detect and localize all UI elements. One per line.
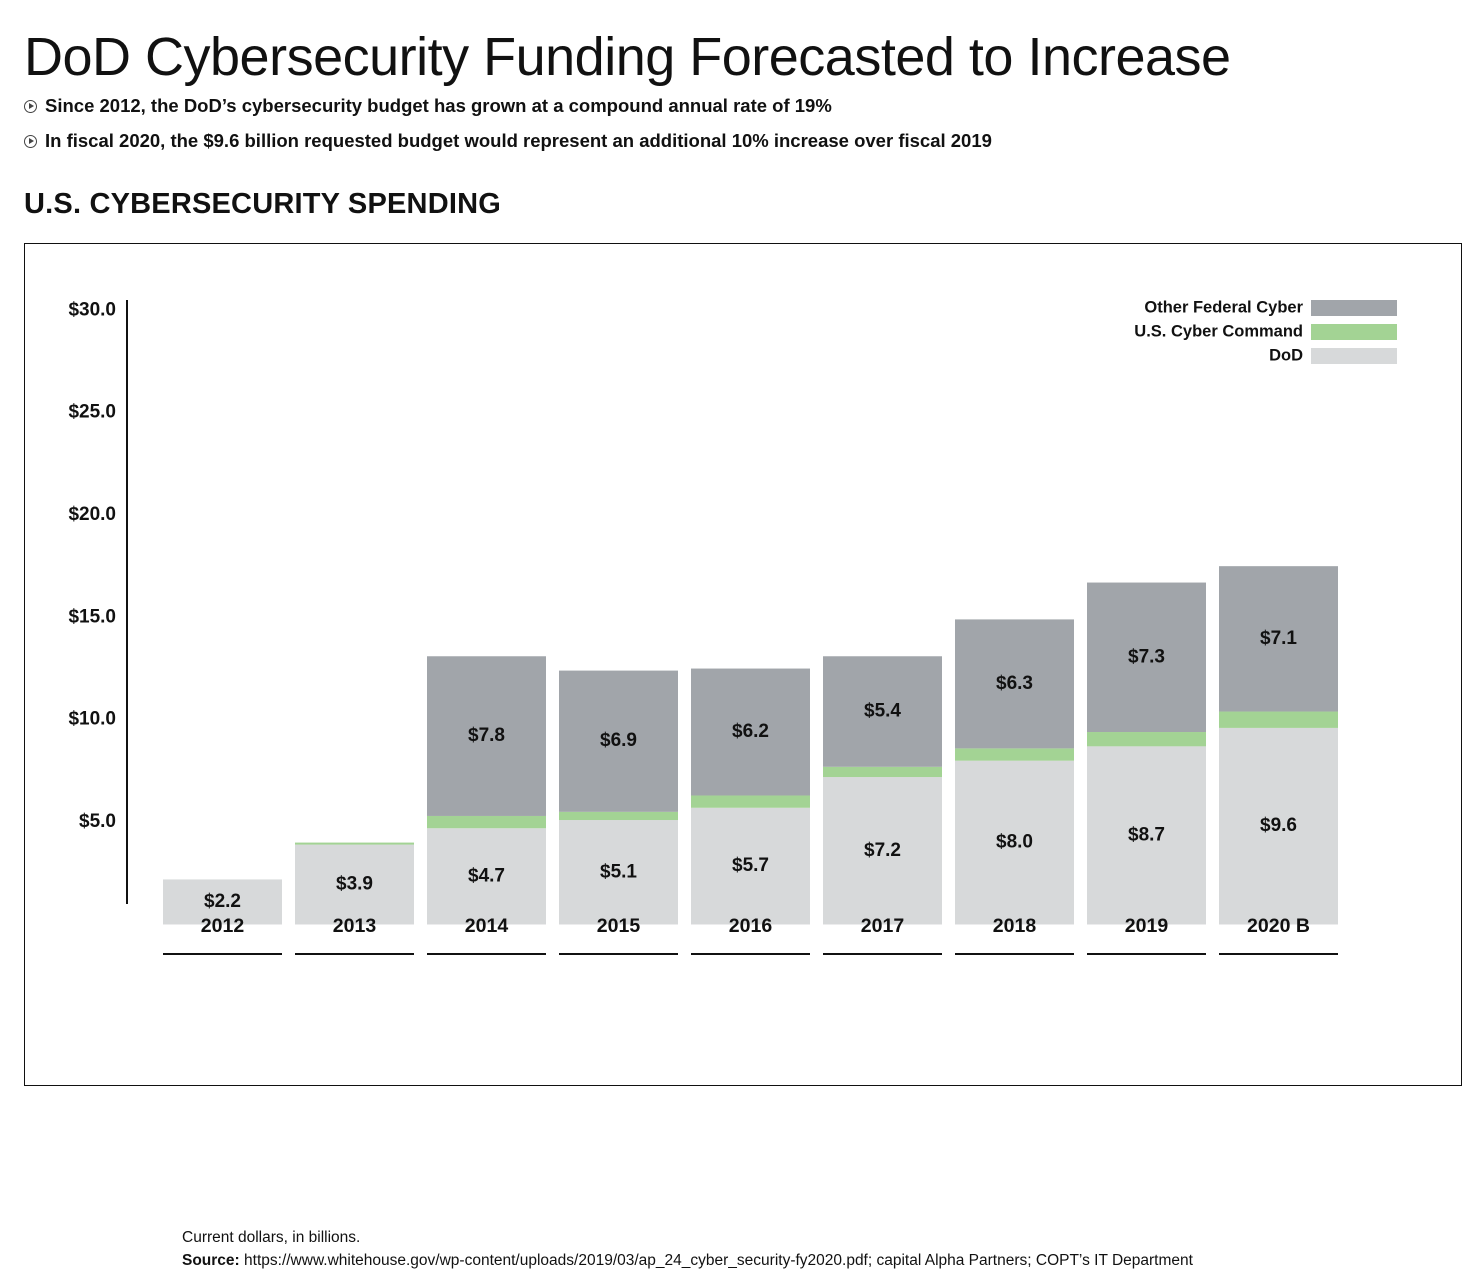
bar-segment <box>1219 727 1338 925</box>
bar-segment <box>691 668 810 796</box>
chart-section-title: U.S. CYBERSECURITY SPENDING <box>24 188 502 220</box>
y-tick-label: $20.0 <box>68 504 116 525</box>
bar-segment <box>823 777 942 925</box>
circle-play-icon <box>24 134 37 148</box>
x-tick-label: 2019 <box>1125 915 1169 937</box>
bar-value-label: $5.4 <box>864 701 901 722</box>
bar-segment <box>163 879 282 925</box>
x-tick-label: 2016 <box>729 915 773 937</box>
bar-value-label: $5.7 <box>732 855 769 876</box>
bar-segment <box>1087 746 1206 925</box>
bar-segment <box>1087 582 1206 733</box>
y-tick-label: $5.0 <box>79 811 116 832</box>
bar-segment <box>955 619 1074 749</box>
bullet-text: In fiscal 2020, the $9.6 billion request… <box>45 130 992 151</box>
legend-label: U.S. Cyber Command <box>1134 322 1303 340</box>
y-tick-label: $10.0 <box>68 709 116 730</box>
legend-swatch <box>1311 348 1397 364</box>
chart-frame: $5.0 $10.0 $15.0 $20.0 $25.0 $30.0 $2.2 2012 $3.… <box>24 243 1462 1269</box>
bar-value-label: $2.2 <box>204 891 241 912</box>
stacked-bar-chart: $5.0 $10.0 $15.0 $20.0 $25.0 $30.0 $2.2 2012 $3.… <box>68 298 1397 955</box>
bar-segment <box>427 656 546 816</box>
source-text: https://www.whitehouse.gov/wp-content/up… <box>244 1252 1193 1269</box>
bar-value-label: $9.6 <box>1260 815 1297 836</box>
bar-value-label: $8.7 <box>1128 824 1165 845</box>
bar-value-label: $4.7 <box>468 865 505 886</box>
page-title: DoD Cybersecurity Funding Forecasted to … <box>24 27 1231 87</box>
bar-segment <box>559 670 678 812</box>
bar-value-label: $6.3 <box>996 673 1033 694</box>
bar-segment <box>823 656 942 767</box>
circle-play-icon <box>24 99 37 113</box>
x-tick-label: 2015 <box>597 915 641 937</box>
y-tick-label: $30.0 <box>68 299 116 320</box>
source-label: Source: <box>182 1252 240 1269</box>
x-tick-label: 2013 <box>333 915 377 937</box>
bar-value-label: $8.0 <box>996 832 1033 853</box>
bar-value-label: $5.1 <box>600 861 637 882</box>
bar-value-label: $7.2 <box>864 840 901 861</box>
bar-value-label: $6.2 <box>732 721 769 742</box>
legend-swatch <box>1311 300 1397 316</box>
bar-segment <box>295 844 414 925</box>
x-tick-label: 2020 B <box>1247 915 1310 937</box>
bar-segment <box>559 811 678 821</box>
x-tick-label: 2014 <box>465 915 509 937</box>
bar-value-label: $6.9 <box>600 730 637 751</box>
bullet-text: Since 2012, the DoD’s cybersecurity budg… <box>45 95 832 116</box>
bar-segment <box>955 748 1074 761</box>
bar-value-label: $3.9 <box>336 874 373 895</box>
bar-value-label: $7.8 <box>468 725 505 746</box>
bar-segment <box>1219 566 1338 712</box>
bar-segment <box>427 828 546 925</box>
bar-value-label: $7.3 <box>1128 646 1165 667</box>
bar-segment <box>295 842 414 845</box>
chart-notes: Current dollars, in billions. Source: ht… <box>182 1226 1193 1272</box>
bar-segment <box>1219 711 1338 728</box>
legend-label: DoD <box>1269 346 1303 364</box>
bar-segment <box>823 766 942 778</box>
bar-segment <box>1087 732 1206 747</box>
y-tick-label: $25.0 <box>68 402 116 423</box>
x-tick-label: 2017 <box>861 915 904 937</box>
bar-segment <box>427 815 546 829</box>
bullet-point: Since 2012, the DoD’s cybersecurity budg… <box>24 94 832 118</box>
x-tick-label: 2018 <box>993 915 1037 937</box>
y-tick-label: $15.0 <box>68 606 116 627</box>
legend-swatch <box>1311 324 1397 340</box>
bullet-point: In fiscal 2020, the $9.6 billion request… <box>24 129 992 153</box>
bar-value-label: $7.1 <box>1260 628 1297 649</box>
bar-segment <box>691 807 810 925</box>
legend-label: Other Federal Cyber <box>1144 298 1303 316</box>
bar-segment <box>559 820 678 925</box>
x-tick-label: 2012 <box>201 915 245 937</box>
units-note: Current dollars, in billions. <box>182 1229 361 1246</box>
bar-segment <box>955 760 1074 925</box>
bar-segment <box>691 795 810 808</box>
source-note: Source: https://www.whitehouse.gov/wp-co… <box>182 1249 1193 1272</box>
